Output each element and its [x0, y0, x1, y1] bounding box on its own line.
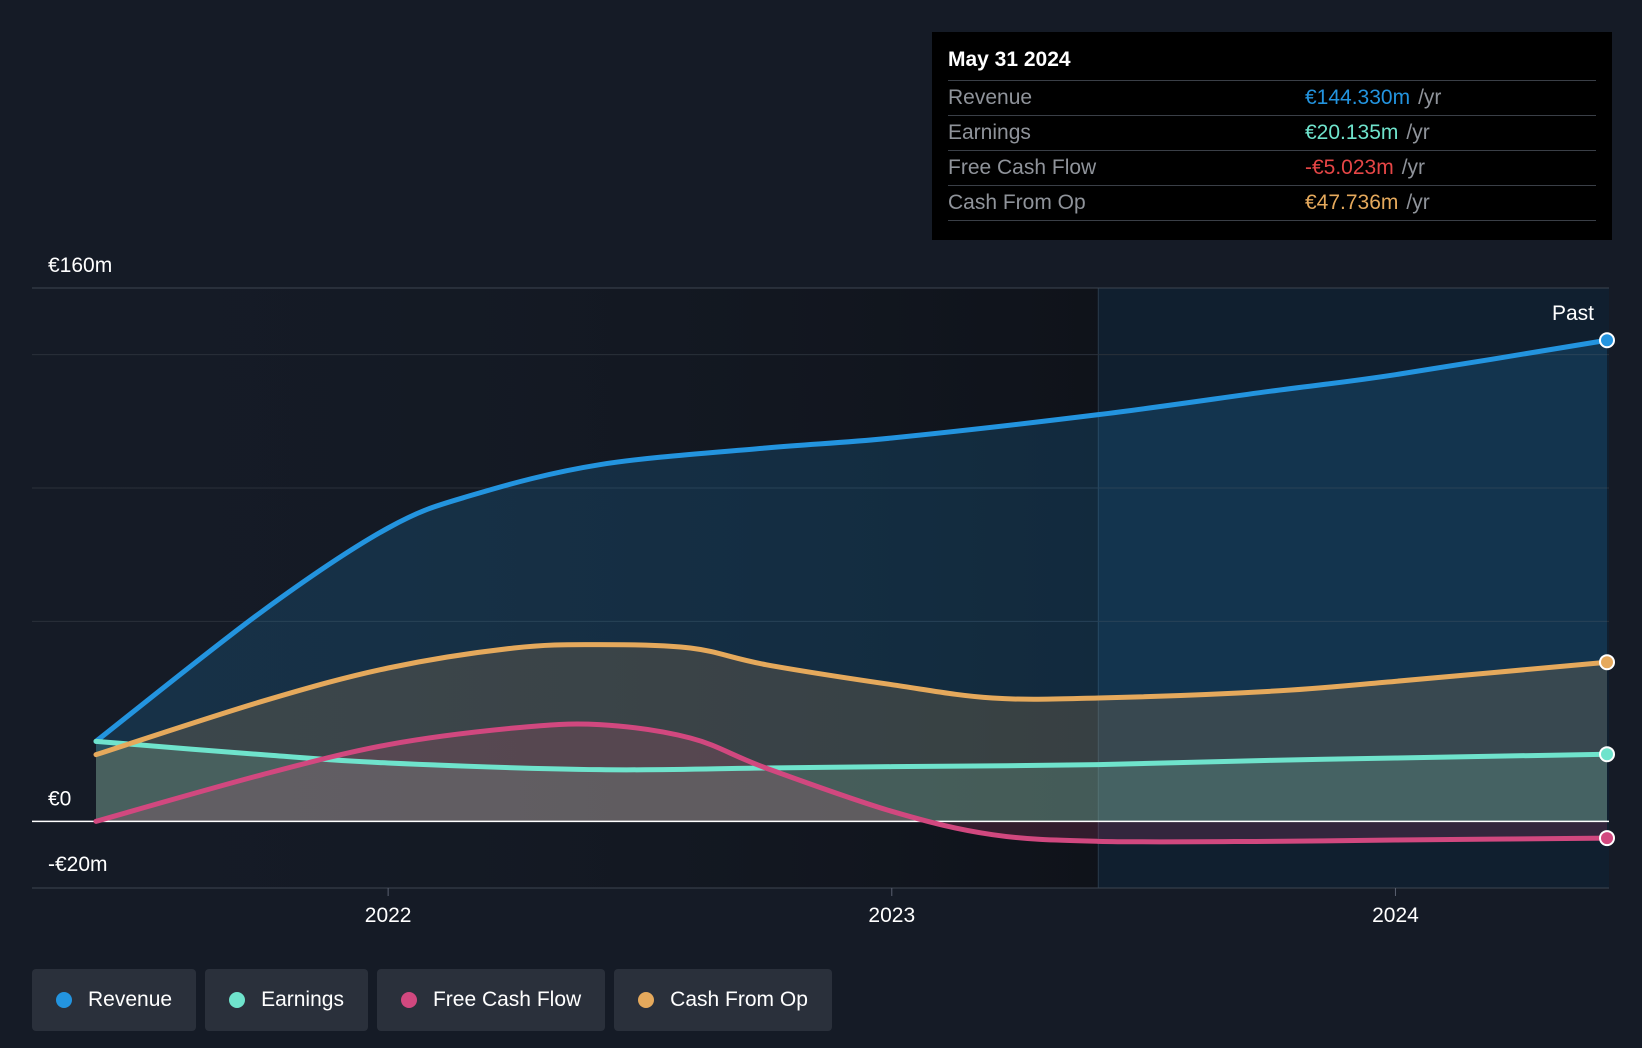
legend-item-cash-from-op[interactable]: Cash From Op [614, 969, 832, 1031]
free-cash-flow-line [93, 721, 1610, 845]
tooltip-value: €144.330m [1305, 86, 1411, 109]
tooltip-label: Earnings [948, 121, 1031, 144]
legend: Revenue Earnings Free Cash Flow Cash Fro… [32, 969, 832, 1031]
revenue-area [96, 340, 1607, 822]
legend-item-free-cash-flow[interactable]: Free Cash Flow [376, 969, 606, 1031]
past-label: Past [1552, 302, 1594, 325]
tooltip-unit: /yr [1418, 86, 1442, 109]
legend-dot-icon [638, 992, 655, 1008]
cash-from-op-line [93, 642, 1610, 758]
legend-item-earnings[interactable]: Earnings [205, 969, 368, 1031]
tooltip: May 31 2024 Revenue €144.330m /yr Earnin… [932, 32, 1612, 240]
tooltip-label: Revenue [948, 86, 1033, 109]
cash-from-op-area [96, 644, 1607, 822]
legend-label: Cash From Op [670, 988, 808, 1011]
legend-label: Revenue [88, 988, 173, 1011]
series-end-dots [1599, 332, 1615, 847]
tooltip-value: €20.135m [1305, 121, 1399, 144]
tooltip-row-revenue: Revenue €144.330m /yr [948, 81, 1596, 116]
tooltip-row-earnings: Earnings €20.135m /yr [948, 116, 1596, 151]
tooltip-unit: /yr [1401, 156, 1426, 179]
y-label-top: €160m [48, 254, 112, 277]
legend-dot-icon [400, 992, 417, 1008]
tooltip-value: €47.736m [1305, 191, 1399, 214]
forecast-region [1098, 288, 1609, 888]
tooltip-label: Free Cash Flow [948, 156, 1097, 179]
x-tick-label: 2022 [365, 904, 412, 927]
tooltip-unit: /yr [1406, 121, 1430, 144]
earnings-line [93, 738, 1610, 773]
legend-label: Free Cash Flow [432, 988, 582, 1011]
tooltip-date: May 31 2024 [948, 46, 1596, 81]
legend-dot-icon [56, 992, 72, 1008]
free-cash-flow-end-dot [1599, 830, 1615, 847]
tooltip-label: Cash From Op [948, 191, 1086, 214]
y-label-zero: €0 [48, 787, 71, 810]
legend-item-revenue[interactable]: Revenue [32, 969, 197, 1031]
free-cash-flow-area [96, 724, 1607, 842]
revenue-end-dot [1599, 332, 1615, 349]
earnings-end-dot [1599, 746, 1615, 763]
tooltip-row-cash-from-op: Cash From Op €47.736m /yr [948, 186, 1596, 221]
series-lines [93, 337, 1610, 845]
y-label-bottom: -€20m [48, 853, 108, 876]
x-axis-ticks: 2022 2023 2024 [365, 888, 1419, 927]
revenue-line [93, 337, 1610, 744]
cash-from-op-end-dot [1599, 654, 1615, 671]
tooltip-value: -€5.023m [1305, 156, 1394, 179]
gridlines [32, 287, 1609, 889]
tooltip-unit: /yr [1406, 191, 1430, 214]
legend-label: Earnings [261, 988, 344, 1011]
x-tick-label: 2023 [868, 904, 915, 927]
series-areas [96, 340, 1607, 842]
tooltip-row-free-cash-flow: Free Cash Flow -€5.023m /yr [948, 151, 1596, 186]
earnings-area [96, 741, 1607, 822]
x-tick-label: 2024 [1372, 904, 1419, 927]
legend-dot-icon [229, 992, 246, 1008]
